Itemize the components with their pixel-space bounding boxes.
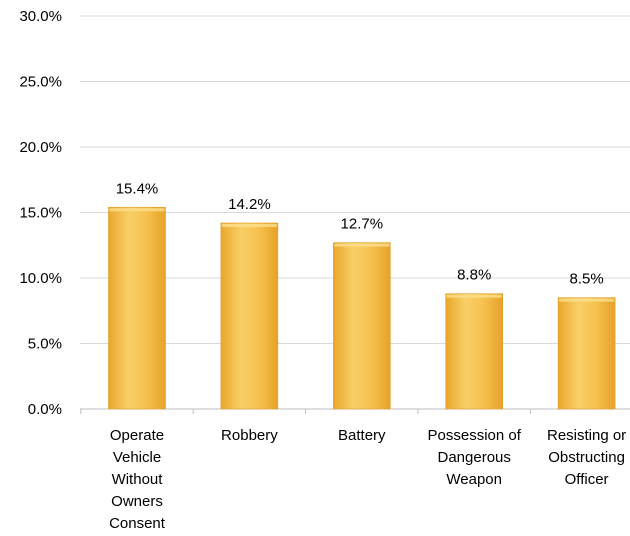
y-tick-label: 15.0% bbox=[19, 205, 62, 222]
data-label: 14.2% bbox=[228, 196, 271, 213]
bar bbox=[332, 242, 391, 410]
x-axis-category-labels: Operate Vehicle Without Owners Consent Robber… bbox=[109, 427, 626, 532]
bars bbox=[108, 206, 616, 410]
x-tick-label: Dangerous bbox=[438, 449, 511, 466]
y-tick-label: 10.0% bbox=[19, 270, 62, 287]
bar-highlight bbox=[559, 298, 615, 302]
data-label: 8.8% bbox=[457, 267, 491, 284]
x-tick-label: Possession of bbox=[428, 427, 522, 444]
x-tick-label: Consent bbox=[109, 515, 166, 532]
x-tick-label: Obstructing bbox=[548, 449, 625, 466]
bar-highlight bbox=[109, 208, 165, 212]
x-tick-label: Without bbox=[112, 471, 164, 488]
y-axis-tick-labels: 0.0% 5.0% 10.0% 15.0% 20.0% 25.0% 30.0% bbox=[19, 8, 62, 418]
bar-highlight bbox=[446, 294, 502, 298]
data-labels: 15.4% 14.2% 12.7% 8.8% 8.5% bbox=[116, 180, 604, 287]
y-tick-label: 30.0% bbox=[19, 8, 62, 25]
bar-highlight bbox=[334, 243, 390, 247]
y-tick-label: 0.0% bbox=[28, 401, 62, 418]
x-tick-label: Battery bbox=[338, 427, 386, 444]
x-tick-label: Vehicle bbox=[113, 449, 161, 466]
bar-highlight bbox=[221, 223, 277, 227]
x-tick-label: Operate bbox=[110, 427, 164, 444]
y-tick-label: 20.0% bbox=[19, 139, 62, 156]
x-tick-label: Owners bbox=[111, 493, 163, 510]
x-tick-label: Resisting or bbox=[547, 427, 626, 444]
data-label: 12.7% bbox=[341, 216, 384, 233]
x-tick-label: Officer bbox=[565, 471, 609, 488]
bar bbox=[445, 293, 504, 410]
x-tick-label: Weapon bbox=[446, 471, 502, 488]
data-label: 15.4% bbox=[116, 180, 159, 197]
bar bbox=[108, 206, 166, 410]
data-label: 8.5% bbox=[569, 271, 603, 288]
y-tick-label: 5.0% bbox=[28, 336, 62, 353]
bar bbox=[220, 222, 279, 410]
y-tick-label: 25.0% bbox=[19, 74, 62, 91]
x-tick-label: Robbery bbox=[221, 427, 278, 444]
bar bbox=[557, 297, 616, 410]
